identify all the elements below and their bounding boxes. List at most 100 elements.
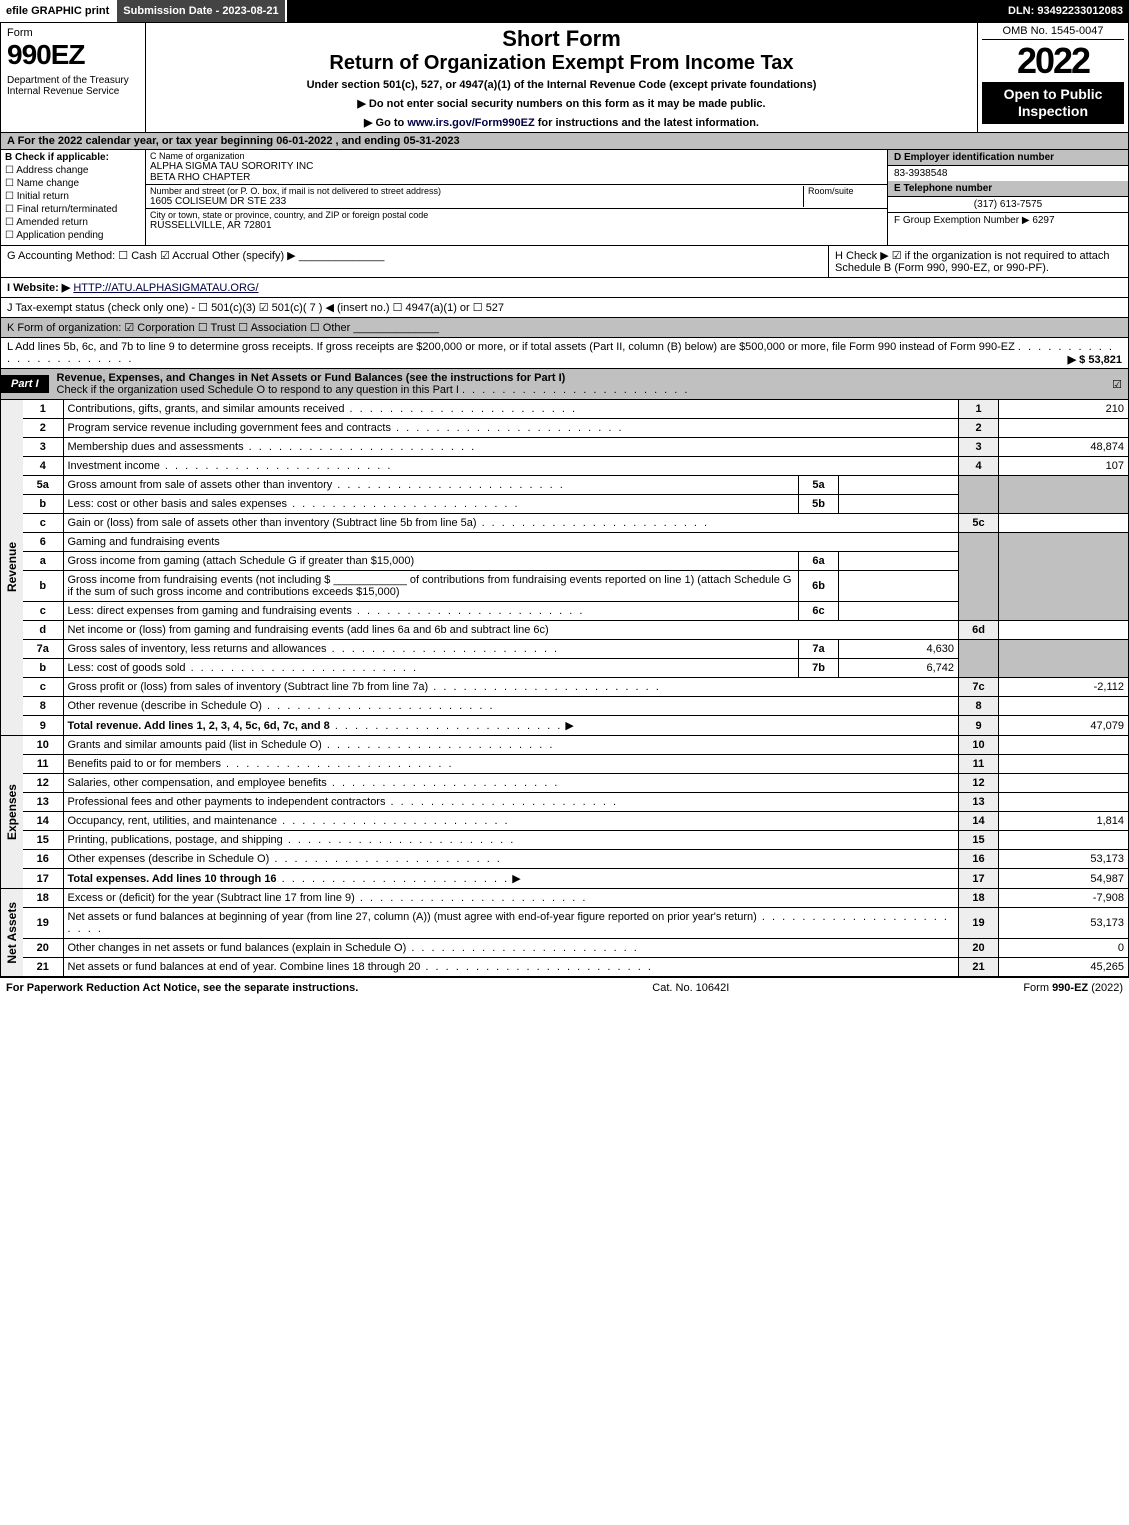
line-11-num: 11 bbox=[23, 755, 63, 774]
line-13-rn: 13 bbox=[959, 793, 999, 812]
line-6d-rn: 6d bbox=[959, 621, 999, 640]
line-18-num: 18 bbox=[23, 889, 63, 908]
phone-label: E Telephone number bbox=[888, 181, 1128, 197]
check-application-pending[interactable]: Application pending bbox=[5, 230, 141, 241]
line-16-desc: Other expenses (describe in Schedule O) bbox=[68, 853, 270, 865]
check-address-change[interactable]: Address change bbox=[5, 165, 141, 176]
line-1-num: 1 bbox=[23, 400, 63, 419]
line-15-num: 15 bbox=[23, 831, 63, 850]
check-initial-return[interactable]: Initial return bbox=[5, 191, 141, 202]
org-name-2: BETA RHO CHAPTER bbox=[150, 172, 883, 183]
row-l-amount: ▶ $ 53,821 bbox=[1068, 353, 1122, 366]
line-2-desc: Program service revenue including govern… bbox=[68, 422, 391, 434]
line-3-rn: 3 bbox=[959, 438, 999, 457]
check-amended-return[interactable]: Amended return bbox=[5, 217, 141, 228]
line-6c-desc: Less: direct expenses from gaming and fu… bbox=[68, 605, 352, 617]
line-12-num: 12 bbox=[23, 774, 63, 793]
irs-link[interactable]: www.irs.gov/Form990EZ bbox=[407, 117, 534, 129]
form-subtitle: Under section 501(c), 527, or 4947(a)(1)… bbox=[154, 79, 969, 91]
line-1-rv: 210 bbox=[999, 400, 1129, 419]
form-number: 990EZ bbox=[7, 39, 139, 71]
form-header-right: OMB No. 1545-0047 2022 Open to Public In… bbox=[978, 23, 1128, 132]
line-7c-num: c bbox=[23, 678, 63, 697]
form-header: Form 990EZ Department of the Treasury In… bbox=[0, 22, 1129, 133]
line-15-desc: Printing, publications, postage, and shi… bbox=[68, 834, 283, 846]
efile-label[interactable]: efile GRAPHIC print bbox=[0, 0, 117, 22]
part-1-title-text: Revenue, Expenses, and Changes in Net As… bbox=[57, 372, 566, 384]
line-1-rn: 1 bbox=[959, 400, 999, 419]
line-11-rn: 11 bbox=[959, 755, 999, 774]
line-19-rv: 53,173 bbox=[999, 908, 1129, 939]
line-16-rv: 53,173 bbox=[999, 850, 1129, 869]
line-17-num: 17 bbox=[23, 869, 63, 889]
line-4-rn: 4 bbox=[959, 457, 999, 476]
line-18-desc: Excess or (deficit) for the year (Subtra… bbox=[68, 892, 355, 904]
line-5c-desc: Gain or (loss) from sale of assets other… bbox=[68, 517, 477, 529]
page-footer: For Paperwork Reduction Act Notice, see … bbox=[0, 977, 1129, 998]
check-name-change[interactable]: Name change bbox=[5, 178, 141, 189]
line-5b-subv bbox=[839, 495, 959, 514]
phone-value: (317) 613-7575 bbox=[888, 197, 1128, 212]
footer-mid: Cat. No. 10642I bbox=[652, 982, 729, 994]
line-4-rv: 107 bbox=[999, 457, 1129, 476]
group-exemption-value: ▶ 6297 bbox=[1022, 215, 1055, 226]
line-14-num: 14 bbox=[23, 812, 63, 831]
part-1-check[interactable]: ☑ bbox=[1112, 378, 1128, 391]
submission-date: Submission Date - 2023-08-21 bbox=[117, 0, 286, 22]
line-6c-sub: 6c bbox=[799, 602, 839, 621]
line-19-num: 19 bbox=[23, 908, 63, 939]
netassets-side-label: Net Assets bbox=[5, 902, 19, 964]
line-6d-desc: Net income or (loss) from gaming and fun… bbox=[63, 621, 959, 640]
line-6c-subv bbox=[839, 602, 959, 621]
section-b-label: B Check if applicable: bbox=[5, 152, 141, 163]
row-j-tax-exempt: J Tax-exempt status (check only one) - ☐… bbox=[0, 298, 1129, 318]
line-6b-subv bbox=[839, 571, 959, 602]
line-14-rn: 14 bbox=[959, 812, 999, 831]
row-a-tax-year: A For the 2022 calendar year, or tax yea… bbox=[0, 133, 1129, 150]
line-4-desc: Investment income bbox=[68, 460, 160, 472]
line-7a-desc: Gross sales of inventory, less returns a… bbox=[68, 643, 327, 655]
line-3-num: 3 bbox=[23, 438, 63, 457]
line-21-rv: 45,265 bbox=[999, 958, 1129, 977]
section-def: D Employer identification number 83-3938… bbox=[888, 150, 1128, 245]
line-18-rn: 18 bbox=[959, 889, 999, 908]
line-21-num: 21 bbox=[23, 958, 63, 977]
row-k-form-org: K Form of organization: ☑ Corporation ☐ … bbox=[0, 318, 1129, 338]
check-final-return[interactable]: Final return/terminated bbox=[5, 204, 141, 215]
line-7b-subv: 6,742 bbox=[839, 659, 959, 678]
line-6b-num: b bbox=[23, 571, 63, 602]
org-name-label: C Name of organization bbox=[150, 151, 883, 161]
line-11-desc: Benefits paid to or for members bbox=[68, 758, 221, 770]
line-4-num: 4 bbox=[23, 457, 63, 476]
line-9-desc: Total revenue. Add lines 1, 2, 3, 4, 5c,… bbox=[68, 720, 330, 732]
arrow-icon: ▶ bbox=[512, 873, 520, 885]
expenses-side-label: Expenses bbox=[5, 784, 19, 840]
line-7a-subv: 4,630 bbox=[839, 640, 959, 659]
website-link[interactable]: HTTP://ATU.ALPHASIGMATAU.ORG/ bbox=[73, 282, 258, 294]
line-7c-desc: Gross profit or (loss) from sales of inv… bbox=[68, 681, 429, 693]
line-17-rv: 54,987 bbox=[999, 869, 1129, 889]
line-7a-num: 7a bbox=[23, 640, 63, 659]
line-17-rn: 17 bbox=[959, 869, 999, 889]
line-6b-sub: 6b bbox=[799, 571, 839, 602]
top-bar: efile GRAPHIC print Submission Date - 20… bbox=[0, 0, 1129, 22]
line-7c-rn: 7c bbox=[959, 678, 999, 697]
line-13-rv bbox=[999, 793, 1129, 812]
dln-label: DLN: 93492233012083 bbox=[1002, 0, 1129, 22]
line-8-desc: Other revenue (describe in Schedule O) bbox=[68, 700, 262, 712]
form-header-left: Form 990EZ Department of the Treasury In… bbox=[1, 23, 146, 132]
section-b: B Check if applicable: Address change Na… bbox=[1, 150, 146, 245]
line-10-desc: Grants and similar amounts paid (list in… bbox=[68, 739, 322, 751]
line-6a-subv bbox=[839, 552, 959, 571]
line-13-desc: Professional fees and other payments to … bbox=[68, 796, 386, 808]
room-label: Room/suite bbox=[808, 186, 883, 196]
line-6d-rv bbox=[999, 621, 1129, 640]
line-6b-desc: Gross income from fundraising events (no… bbox=[63, 571, 799, 602]
section-bcdef: B Check if applicable: Address change Na… bbox=[0, 150, 1129, 246]
line-6-num: 6 bbox=[23, 533, 63, 552]
line-19-rn: 19 bbox=[959, 908, 999, 939]
line-7b-sub: 7b bbox=[799, 659, 839, 678]
schedule-b-check: H Check ▶ ☑ if the organization is not r… bbox=[828, 246, 1128, 277]
section-c: C Name of organization ALPHA SIGMA TAU S… bbox=[146, 150, 888, 245]
part-1-label: Part I bbox=[1, 375, 49, 393]
